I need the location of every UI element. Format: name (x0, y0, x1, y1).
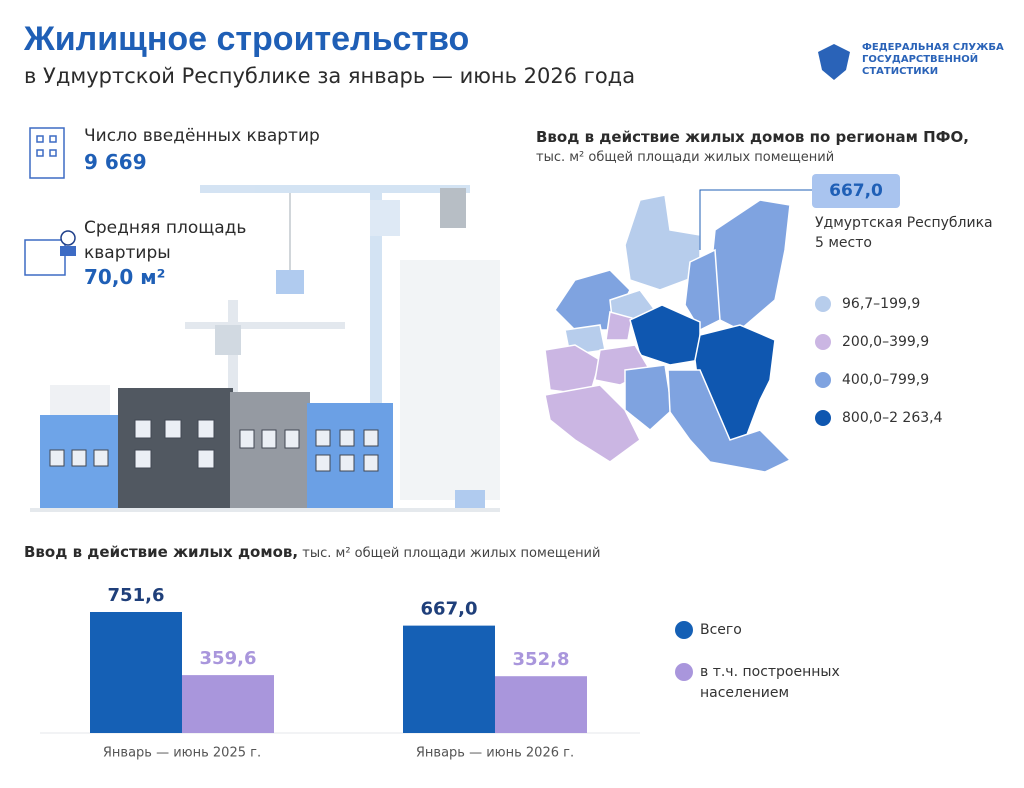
legend-label: 800,0–2 263,4 (842, 410, 943, 426)
callout-line (699, 189, 812, 250)
region (709, 199, 791, 331)
bar (403, 625, 495, 733)
legend-label: в т.ч. построенных населением (700, 664, 840, 701)
value-label: 667,0 (421, 599, 478, 620)
value-label: 359,6 (200, 648, 257, 669)
x-tick-label: Январь — июнь 2025 г. (103, 746, 261, 761)
value-label: 751,6 (108, 585, 165, 606)
stat-label: Число введённых квартир (84, 126, 320, 146)
x-tick-label: Январь — июнь 2026 г. (416, 746, 574, 761)
logo-line: СТАТИСТИКИ (862, 66, 939, 77)
logo-line: ГОСУДАРСТВЕННОЙ (862, 54, 979, 65)
bar-chart: Январь — июнь 2025 г. 751,6 359,6 Январь — … (40, 585, 693, 761)
value-label: 352,8 (513, 649, 570, 670)
legend-swatch (815, 410, 831, 426)
region (605, 311, 633, 341)
legend-label: 96,7–199,9 (842, 296, 920, 312)
region (544, 384, 641, 463)
logo-text: ФЕДЕРАЛЬНАЯ СЛУЖБА ГОСУДАРСТВЕННОЙ СТАТИ… (862, 42, 1004, 78)
callout-value: 667,0 (812, 174, 900, 208)
chart-subtitle: тыс. м² общей площади жилых помещений (302, 546, 601, 561)
region (624, 364, 673, 431)
chart-title: Ввод в действие жилых домов, (24, 543, 299, 561)
region (667, 369, 792, 473)
bar (90, 612, 182, 733)
bar (182, 675, 274, 733)
legend-label: 200,0–399,9 (842, 334, 929, 350)
legend-label: Всего (700, 622, 742, 638)
map: 96,7–199,9 200,0–399,9 400,0–799,9 800,0–2 … (544, 189, 943, 473)
chart-heading: Ввод в действие жилых домов, тыс. м² общ… (24, 543, 600, 561)
map-title: Ввод в действие жилых домов по регионам … (536, 128, 969, 146)
legend-swatch (815, 334, 831, 350)
legend-swatch (675, 621, 693, 639)
map-subtitle: тыс. м² общей площади жилых помещений (536, 150, 835, 165)
callout-rank: 5 место (815, 235, 872, 251)
title: Жилищное строительство (24, 20, 470, 58)
icon-person (24, 230, 76, 276)
bar (495, 676, 587, 733)
stat-value: 70,0 м² (84, 265, 166, 289)
legend-swatch (675, 663, 693, 681)
legend-label: 400,0–799,9 (842, 372, 929, 388)
subtitle: в Удмуртской Республике за январь — июнь… (24, 64, 636, 88)
legend-swatch (815, 372, 831, 388)
region (684, 248, 721, 331)
stat-value: 9 669 (84, 150, 147, 174)
callout-region: Удмуртская Республика (815, 215, 993, 231)
stat-label: Средняя площадь квартиры (84, 218, 247, 263)
icon-building (29, 127, 65, 179)
legend-swatch (815, 296, 831, 312)
logo-line: ФЕДЕРАЛЬНАЯ СЛУЖБА (862, 42, 1004, 53)
illustration (30, 185, 500, 512)
logo-emblem (818, 44, 850, 80)
